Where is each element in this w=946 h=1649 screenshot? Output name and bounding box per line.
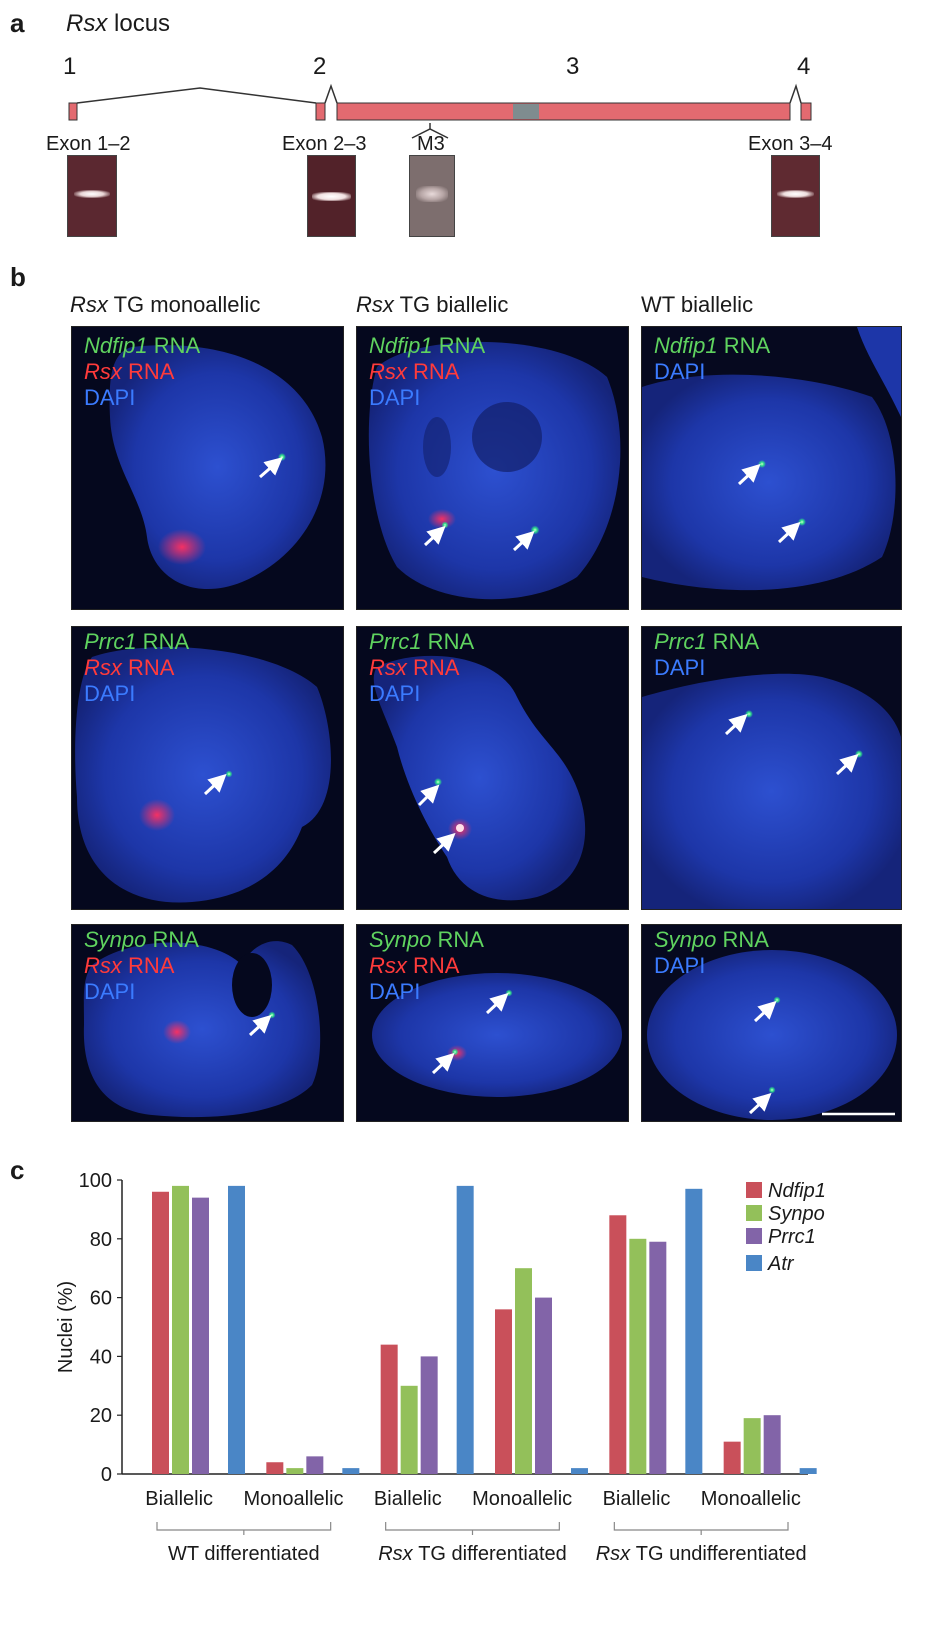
bar-ndfip1-3 [495,1309,512,1474]
micrograph-synpo-wt-biallelic: Synpo RNA DAPI [641,924,902,1122]
bar-chart: 0 20 40 60 80 100 Nuclei (%) Biallelic Monoallel… [0,1160,946,1644]
bar-prrc1-5 [763,1415,781,1474]
gel-image-exon-1-2 [67,155,117,237]
micrograph-synpo-tg-biallelic: Synpo RNA Rsx RNA DAPI [356,924,629,1122]
legend-swatch-synpo [746,1205,762,1221]
exon-number-4: 4 [797,53,811,80]
group-label: Rsx TG differentiated [378,1543,567,1565]
exon-number-3: 3 [566,53,580,80]
bar-prrc1-1 [306,1456,324,1474]
column-title-tg-biallelic: Rsx TG biallelic [356,292,509,317]
label-stack: Synpo RNA Rsx RNA DAPI [369,927,484,1004]
legend-label-ndfip1: Ndfip1 [768,1180,826,1202]
micrograph-ndfip1-tg-monoallelic: Ndfip1 RNA Rsx RNA DAPI [71,326,344,610]
bar-atr-4 [685,1188,703,1474]
bar-atr-0 [228,1185,245,1474]
bar-prrc1-4 [649,1241,667,1474]
bar-ndfip1-4 [609,1215,627,1474]
legend-label-atr: Atr [767,1253,795,1275]
micrograph-ndfip1-tg-biallelic: Ndfip1 RNA Rsx RNA DAPI [356,326,629,610]
bar-synpo-3 [515,1268,532,1474]
y-tick-label: 80 [90,1229,112,1251]
micrograph-ndfip1-wt-biallelic: Ndfip1 RNA DAPI [641,326,902,610]
gel-image-exon-2-3 [307,155,356,237]
label-stack: Prrc1 RNA DAPI [654,629,760,680]
bar-synpo-1 [286,1468,304,1474]
column-title-tg-monoallelic: Rsx TG monoallelic [70,292,261,317]
gel-label-exon-1-2: Exon 1–2 [46,133,131,155]
legend-swatch-ndfip1 [746,1182,762,1198]
label-stack: Prrc1 RNA Rsx RNA DAPI [369,629,475,706]
exon-number-1: 1 [63,53,77,80]
x-category-label: Biallelic [374,1488,442,1510]
group-bracket [385,1522,560,1531]
bar-atr-3 [571,1468,588,1474]
exon-4 [800,102,812,121]
bar-atr-2 [456,1185,474,1474]
locus-diagram [68,83,812,139]
panel-a-label: a [10,8,25,38]
bar-ndfip1-2 [380,1344,398,1474]
gel-image-exon-3-4 [771,155,820,237]
x-category-label: Monoallelic [701,1488,801,1510]
exon-3 [336,102,791,121]
splice-line-3-4 [789,83,802,104]
bar-atr-5 [799,1468,817,1474]
bar-synpo-4 [629,1238,647,1474]
bar-synpo-5 [743,1418,761,1474]
group-bracket [613,1522,789,1531]
panel-b-label: b [10,262,26,292]
legend-label-prrc1: Prrc1 [768,1226,816,1248]
bar-prrc1-2 [420,1356,438,1474]
bar-chart-svg: 0 20 40 60 80 100 Nuclei (%) Biallelic Monoallel… [55,1170,826,1565]
label-stack: Ndfip1 RNA DAPI [654,333,771,384]
x-category-label: Monoallelic [472,1488,572,1510]
splice-line-2-3 [324,83,338,104]
micrograph-prrc1-tg-biallelic: Prrc1 RNA Rsx RNA DAPI [356,626,629,910]
bar-ndfip1-5 [723,1441,741,1474]
label-stack: Synpo RNA Rsx RNA DAPI [84,927,199,1004]
label-stack: Ndfip1 RNA Rsx RNA DAPI [369,333,486,410]
legend-label-synpo: Synpo [768,1203,825,1225]
gel-image-m3 [409,155,455,237]
y-tick-label: 0 [101,1464,112,1486]
legend-swatch-atr [746,1255,762,1271]
bar-ndfip1-1 [266,1462,284,1474]
legend-swatch-prrc1 [746,1228,762,1244]
column-title-wt-biallelic: WT biallelic [641,292,754,317]
locus-title: Rsx locus [66,10,171,37]
exon-2 [315,102,326,121]
exon-3-grey-region [513,104,539,119]
y-tick-label: 20 [90,1405,112,1427]
y-tick-label: 100 [79,1170,112,1192]
bar-synpo-0 [172,1185,189,1474]
micrograph-prrc1-wt-biallelic: Prrc1 RNA DAPI [641,626,902,910]
y-tick-label: 40 [90,1346,112,1368]
label-stack: Synpo RNA DAPI [654,927,769,978]
group-bracket [156,1522,332,1531]
label-stack: Ndfip1 RNA Rsx RNA DAPI [84,333,201,410]
bar-prrc1-3 [535,1297,552,1474]
x-category-label: Biallelic [145,1488,213,1510]
bar-prrc1-0 [192,1197,209,1474]
bar-synpo-2 [400,1385,418,1474]
group-label: Rsx TG undifferentiated [596,1543,807,1565]
exon-1 [68,102,78,121]
panel-c-label: c [10,1155,25,1185]
gel-label-m3: M3 [417,133,445,155]
y-axis-label: Nuclei (%) [55,1281,77,1373]
gel-label-exon-2-3: Exon 2–3 [282,133,367,155]
gel-label-exon-3-4: Exon 3–4 [748,133,833,155]
label-stack: Prrc1 RNA Rsx RNA DAPI [84,629,190,706]
micrograph-synpo-tg-monoallelic: Synpo RNA Rsx RNA DAPI [71,924,344,1122]
micrograph-prrc1-tg-monoallelic: Prrc1 RNA Rsx RNA DAPI [71,626,344,910]
y-tick-label: 60 [90,1288,112,1310]
splice-line-1-2 [76,87,317,104]
group-label: WT differentiated [168,1543,320,1565]
bar-atr-1 [342,1468,360,1474]
bar-ndfip1-0 [152,1191,169,1474]
x-category-label: Biallelic [603,1488,671,1510]
exon-number-2: 2 [313,53,327,80]
x-category-label: Monoallelic [243,1488,343,1510]
